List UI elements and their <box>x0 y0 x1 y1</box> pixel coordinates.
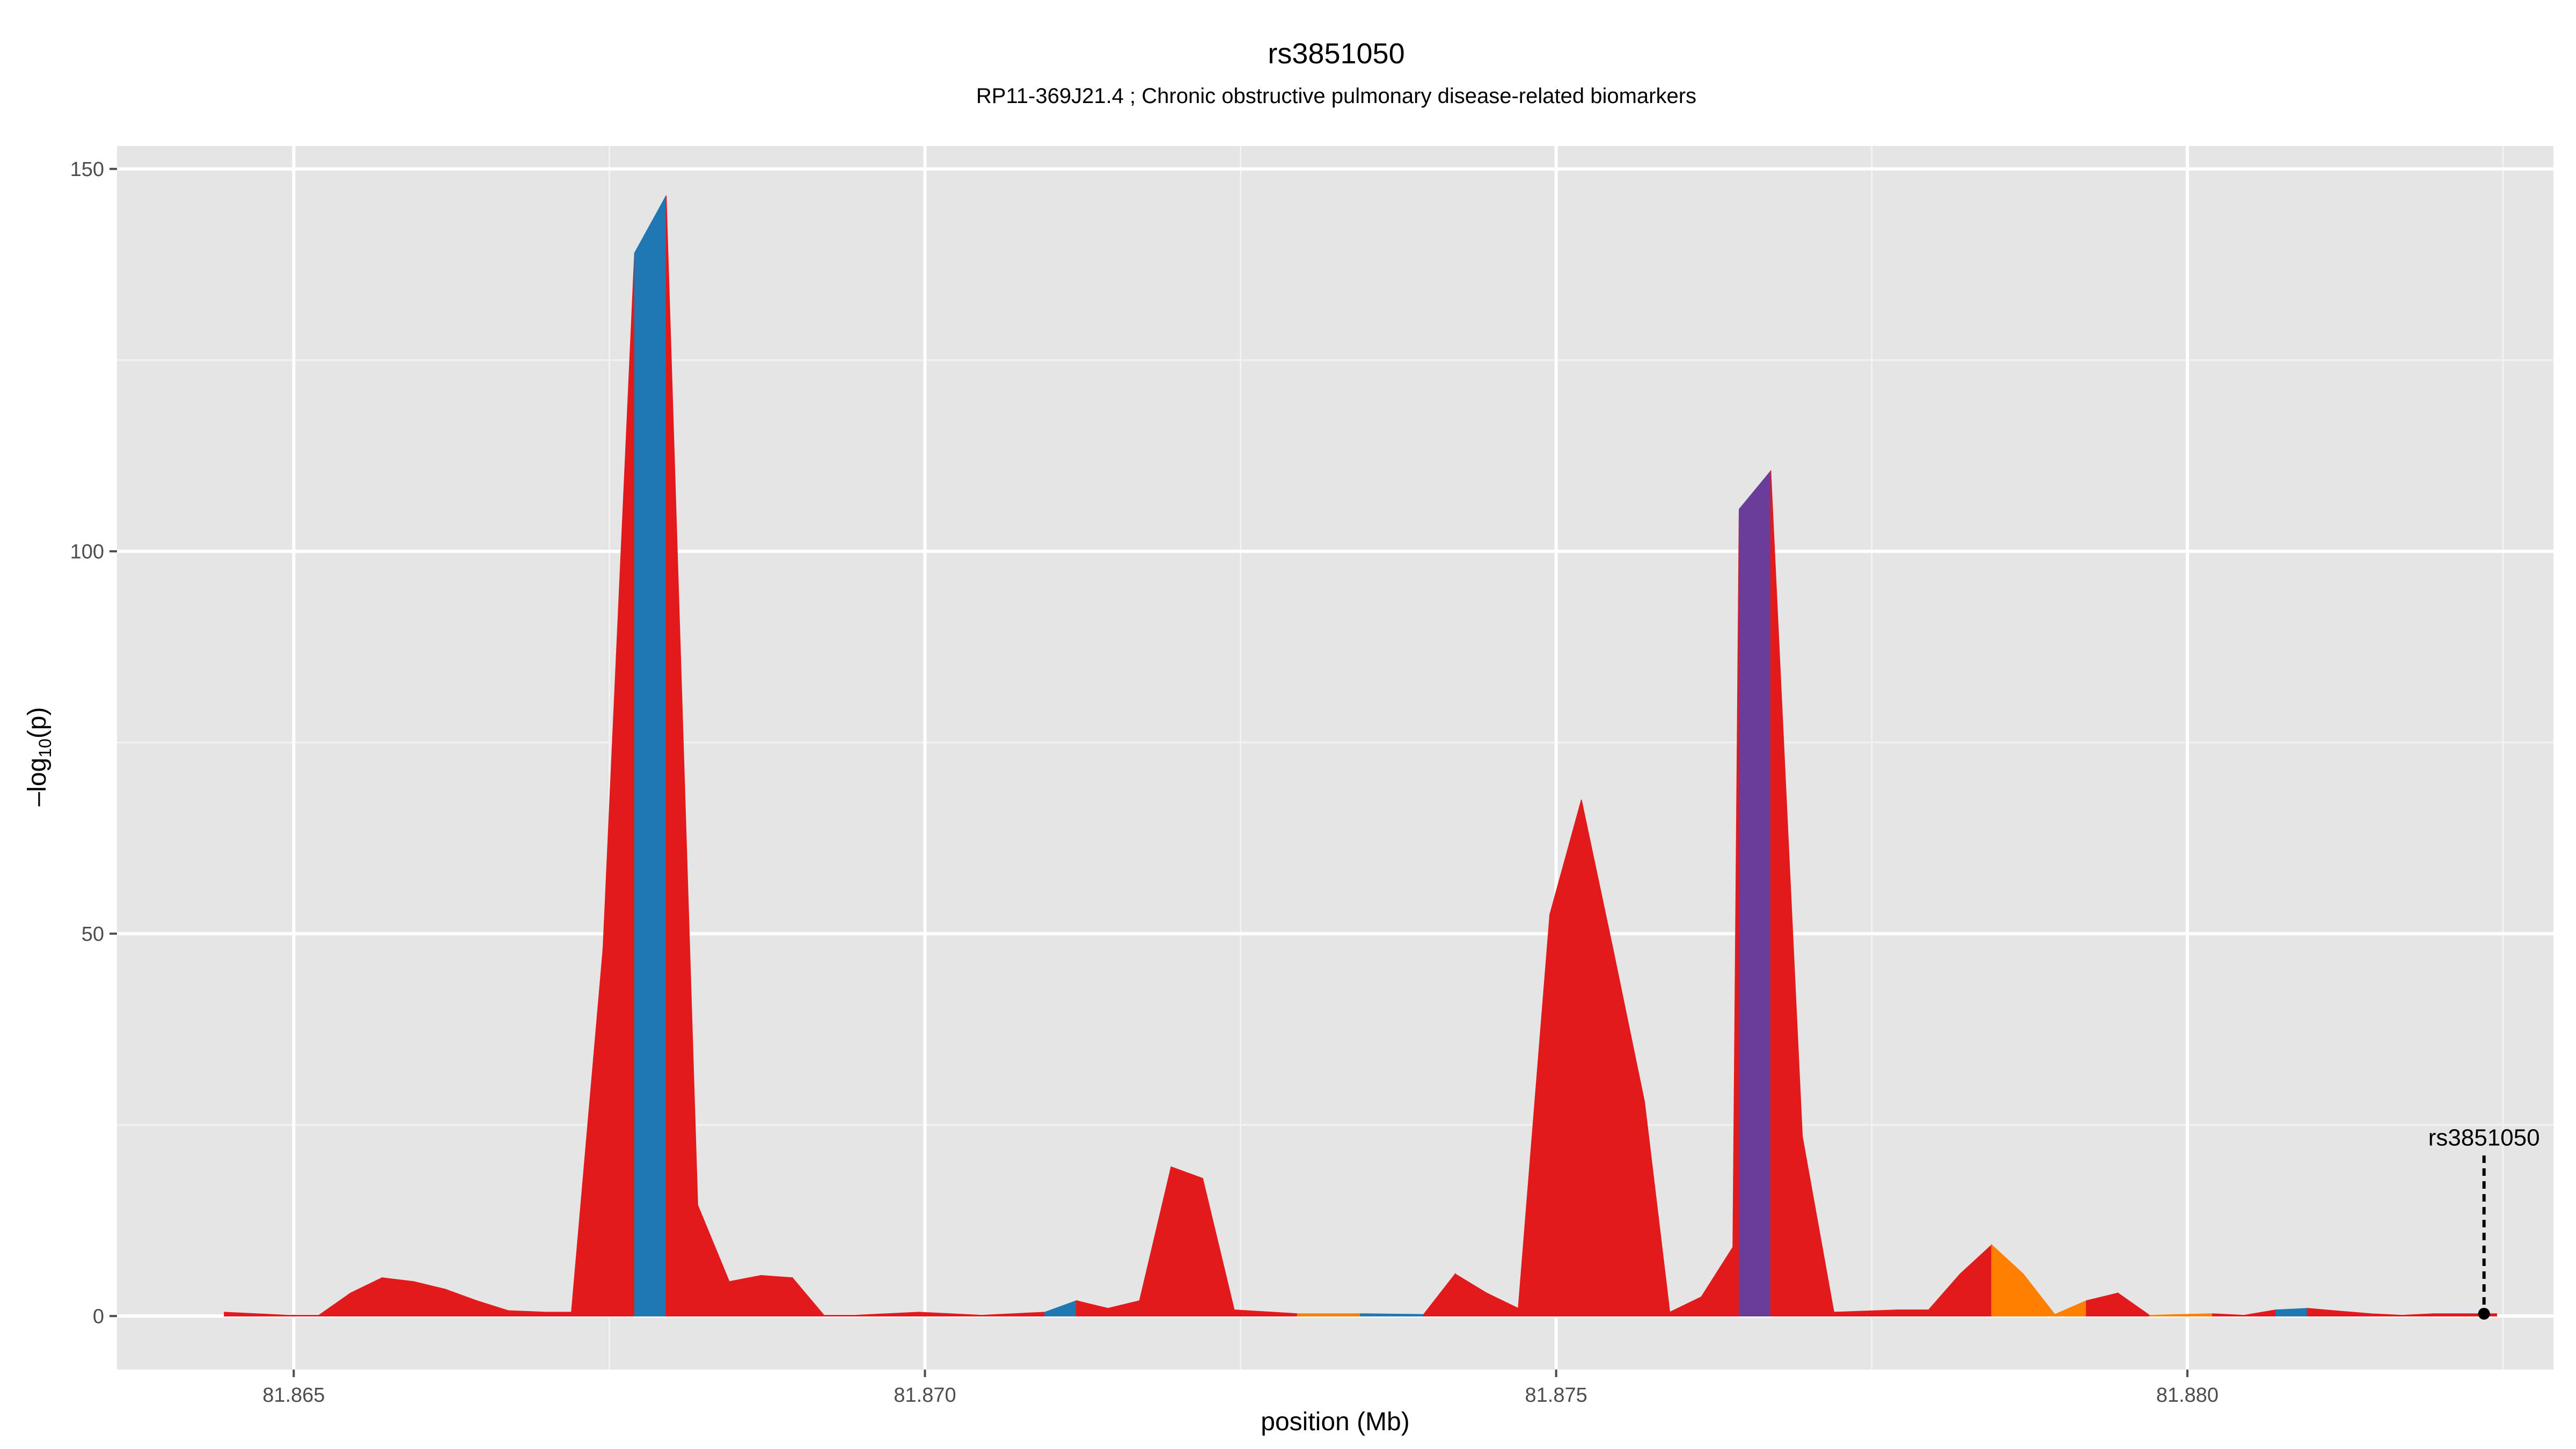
y-axis-label: –log10(p) <box>23 707 55 806</box>
x-tick-label: 81.865 <box>262 1384 325 1407</box>
area-segment-red <box>1897 1309 1929 1316</box>
y-tick-label: 150 <box>70 158 104 181</box>
y-tick-label: 0 <box>93 1305 104 1328</box>
area-segment-red <box>729 1275 762 1316</box>
area-segment-purple <box>1738 470 1772 1316</box>
x-tick-label: 81.880 <box>2156 1384 2219 1407</box>
area-segment-red <box>287 1315 320 1316</box>
area-segment-red <box>382 1277 414 1316</box>
annotation-point <box>2478 1307 2490 1320</box>
y-axis: 0 50 100 150 <box>70 158 117 1328</box>
area-segment-blue <box>634 195 667 1316</box>
area-segment-red <box>546 1312 572 1316</box>
area-segment-red <box>1170 1166 1203 1316</box>
x-tick-label: 81.870 <box>894 1384 956 1407</box>
area-segment-red <box>760 1275 793 1316</box>
area-segment-blue <box>2275 1308 2308 1316</box>
y-tick-label: 50 <box>82 923 104 946</box>
y-axis-label-subscript: 10 <box>35 738 55 758</box>
grid-minor <box>117 146 2553 1370</box>
area-segment-orange <box>1297 1313 1361 1316</box>
chart-subtitle: RP11-369J21.4 ; Chronic obstructive pulm… <box>976 84 1696 108</box>
data-areas <box>224 195 2497 1316</box>
x-tick-label: 81.875 <box>1525 1384 1587 1407</box>
plot-panel <box>117 146 2553 1370</box>
annotation: rs3851050 <box>2428 1124 2540 1320</box>
x-axis: 81.865 81.870 81.875 81.880 <box>262 1370 2219 1407</box>
area-segment-blue <box>1360 1313 1424 1316</box>
area-segment-red <box>823 1315 856 1316</box>
annotation-label: rs3851050 <box>2428 1124 2540 1151</box>
y-tick-label: 100 <box>70 540 104 563</box>
x-axis-label: position (Mb) <box>1261 1408 1409 1436</box>
y-axis-label-main: –log <box>23 758 52 807</box>
y-axis-label-tail: (p) <box>23 707 52 738</box>
chart-title: rs3851050 <box>1268 38 1404 70</box>
